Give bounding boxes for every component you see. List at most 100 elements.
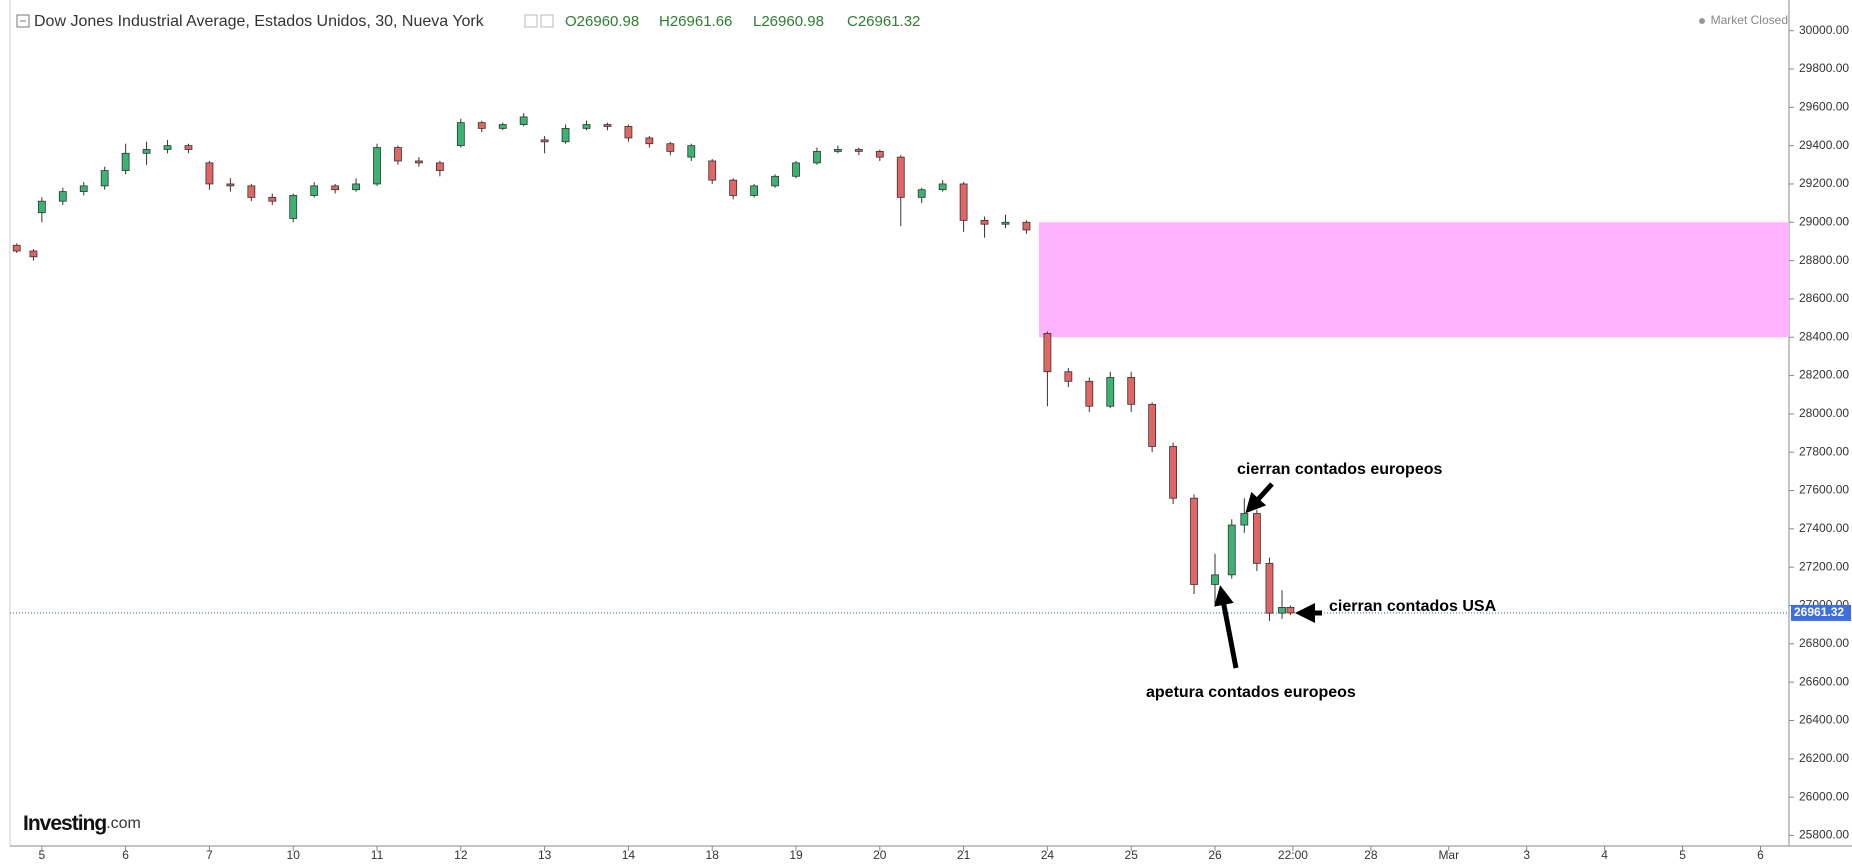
candle-body: [666, 143, 675, 152]
y-tick-label: 28000.00: [1799, 406, 1849, 420]
y-tick-label: 26400.00: [1799, 713, 1849, 727]
y-tick-label: 26600.00: [1799, 674, 1849, 688]
last-price-box: [1791, 604, 1851, 621]
candle-body: [980, 219, 989, 225]
candle-body: [37, 200, 46, 214]
candle-body: [1001, 221, 1010, 225]
x-tick-label: 19: [789, 848, 803, 862]
candle-body: [477, 122, 486, 129]
candle-body: [456, 122, 465, 147]
x-tick-label: 26: [1208, 848, 1222, 862]
candle-body: [1022, 221, 1031, 231]
candle-body: [289, 195, 298, 219]
candle-body: [142, 149, 151, 154]
candle-body: [519, 116, 528, 125]
arrow: [1214, 585, 1239, 669]
candle-body: [394, 147, 402, 162]
candle-body: [205, 162, 214, 185]
y-tick-label: 29000.00: [1799, 214, 1849, 228]
candle-body: [771, 175, 779, 187]
candle-body: [750, 185, 759, 196]
x-tick-label: 18: [706, 848, 720, 862]
x-tick-label: 3: [1523, 848, 1530, 862]
candle-body: [1252, 513, 1261, 564]
candle-body: [1169, 446, 1177, 499]
x-tick-label: 13: [538, 848, 552, 862]
y-tick-label: 26000.00: [1799, 789, 1849, 803]
candle-body: [310, 185, 319, 196]
candle-body: [854, 149, 863, 152]
x-tick-label: 22:00: [1278, 848, 1308, 862]
candle-body: [1190, 497, 1198, 585]
x-tick-label: 6: [1757, 848, 1764, 862]
ohlc-value: H26961.66: [659, 13, 732, 30]
ohlc-header: O26960.98 H26961.66 L26960.98 C26961.32: [565, 13, 920, 30]
candle-body: [1240, 513, 1249, 526]
x-tick-label: 21: [957, 848, 971, 862]
y-tick-label: 27800.00: [1799, 444, 1849, 458]
x-tick-label: 24: [1041, 848, 1055, 862]
plot: [10, 113, 1789, 621]
arrow: [1245, 482, 1274, 514]
collapse-button[interactable]: [16, 14, 30, 28]
candle-body: [1211, 574, 1219, 585]
brand-main: Investing: [23, 812, 106, 835]
x-tick-label: 12: [454, 848, 468, 862]
annotation: cierran contados USA: [1329, 598, 1497, 615]
candle-body: [645, 137, 654, 145]
settings-icon: [540, 14, 554, 28]
candle-body: [687, 145, 696, 158]
brand: Investing.com: [23, 812, 141, 835]
candle-body: [1265, 562, 1274, 614]
candle-body: [561, 127, 570, 143]
x-tick-label: 20: [873, 848, 887, 862]
candle-body: [498, 124, 507, 129]
candle-body: [58, 191, 67, 202]
candle-body: [247, 185, 256, 198]
status-dot: [1699, 18, 1705, 24]
candle-body: [12, 244, 21, 252]
y-tick-label: 28800.00: [1799, 253, 1849, 267]
candle-body: [1085, 380, 1094, 407]
y-tick-label: 30000.00: [1799, 23, 1849, 37]
candle-body: [100, 170, 109, 187]
y-tick-label: 29800.00: [1799, 61, 1849, 75]
x-tick-label: 5: [38, 848, 45, 862]
candle-body: [1148, 403, 1157, 447]
y-tick-label: 26800.00: [1799, 636, 1849, 650]
x-tick-label: 5: [1679, 848, 1686, 862]
y-tick-label: 29400.00: [1799, 138, 1849, 152]
brand-suffix: .com: [106, 815, 141, 832]
x-tick-label: 14: [622, 848, 636, 862]
candle-body: [917, 189, 926, 198]
annotation: cierran contados europeos: [1237, 461, 1442, 478]
x-tick-label: 7: [206, 848, 213, 862]
market-status: Market Closed: [1711, 13, 1788, 27]
y-tick-label: 27400.00: [1799, 521, 1849, 535]
y-tick-label: 28600.00: [1799, 291, 1849, 305]
candle-body: [268, 196, 277, 202]
candle-body: [1227, 524, 1236, 576]
y-tick-label: 28200.00: [1799, 368, 1849, 382]
candle-body: [1106, 377, 1115, 407]
ohlc-value: L26960.98: [753, 13, 824, 30]
candle-body: [959, 183, 968, 221]
candle-body: [435, 162, 444, 171]
candle-body: [29, 250, 38, 258]
candle-body: [352, 183, 360, 191]
annotation: apetura contados europeos: [1146, 684, 1356, 701]
y-tick-label: 27200.00: [1799, 559, 1849, 573]
settings-icon: [524, 14, 538, 28]
y-tick-label: 25800.00: [1799, 828, 1849, 842]
ohlc-value: C26961.32: [847, 13, 920, 30]
candle-body: [540, 139, 549, 143]
candle-body: [729, 179, 738, 196]
candle-body: [121, 152, 130, 171]
last-price-label: 26961.32: [1794, 605, 1844, 619]
y-tick-label: 29600.00: [1799, 99, 1849, 113]
candle-body: [582, 124, 591, 129]
x-tick-label: 25: [1125, 848, 1139, 862]
x-tick-label: 11: [371, 848, 384, 862]
